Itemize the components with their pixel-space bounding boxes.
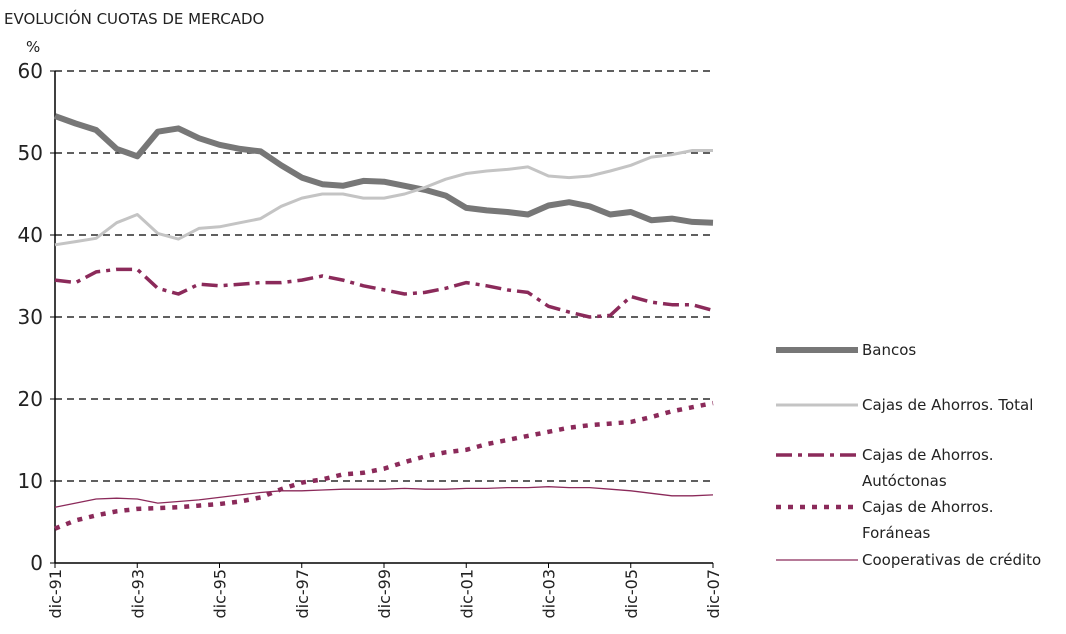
x-tick-label: dic-97 (293, 569, 312, 619)
x-tick-label: dic-91 (46, 569, 65, 619)
legend-label: Cajas de Ahorros. Autóctonas (862, 446, 994, 490)
series-line (54, 267, 714, 319)
y-tick-label: 10 (18, 469, 43, 493)
y-tick-label: 0 (30, 551, 43, 575)
series-line (53, 113, 714, 226)
series-line (54, 149, 713, 247)
x-tick-label: dic-07 (704, 569, 723, 619)
chart-title: EVOLUCIÓN CUOTAS DE MERCADO (4, 9, 264, 28)
y-tick-label: 30 (18, 305, 43, 329)
x-tick-label: dic-95 (211, 569, 230, 619)
y-tick-label: 50 (18, 141, 43, 165)
x-tick-label: dic-93 (128, 569, 147, 619)
y-tick-label: 60 (18, 59, 43, 83)
legend-label: Cooperativas de crédito (862, 551, 1042, 569)
x-tick-label: dic-03 (540, 569, 559, 619)
legend-label: Bancos (862, 341, 917, 359)
x-tick-label: dic-05 (622, 569, 641, 619)
series-line (54, 400, 714, 531)
x-tick-label: dic-01 (457, 569, 476, 619)
y-axis-label: % (26, 38, 40, 56)
legend-label: Cajas de Ahorros. Foráneas (862, 498, 994, 542)
x-tick-label: dic-99 (375, 569, 394, 619)
legend-label: Cajas de Ahorros. Total (862, 396, 1034, 414)
y-tick-label: 20 (18, 387, 43, 411)
series-line (54, 486, 714, 508)
y-tick-label: 40 (18, 223, 43, 247)
